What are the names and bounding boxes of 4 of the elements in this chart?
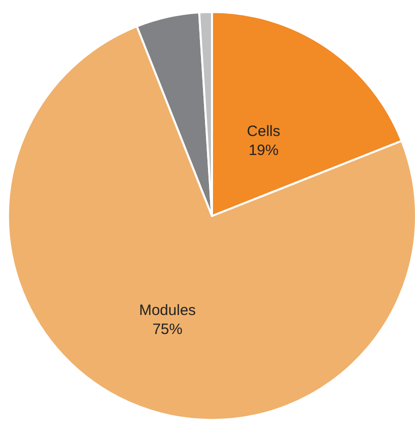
data-label: 19% xyxy=(248,142,279,160)
slice-label: Modules xyxy=(139,302,196,319)
slice-label: Cells xyxy=(246,123,280,140)
data-label: 75% xyxy=(152,320,182,338)
